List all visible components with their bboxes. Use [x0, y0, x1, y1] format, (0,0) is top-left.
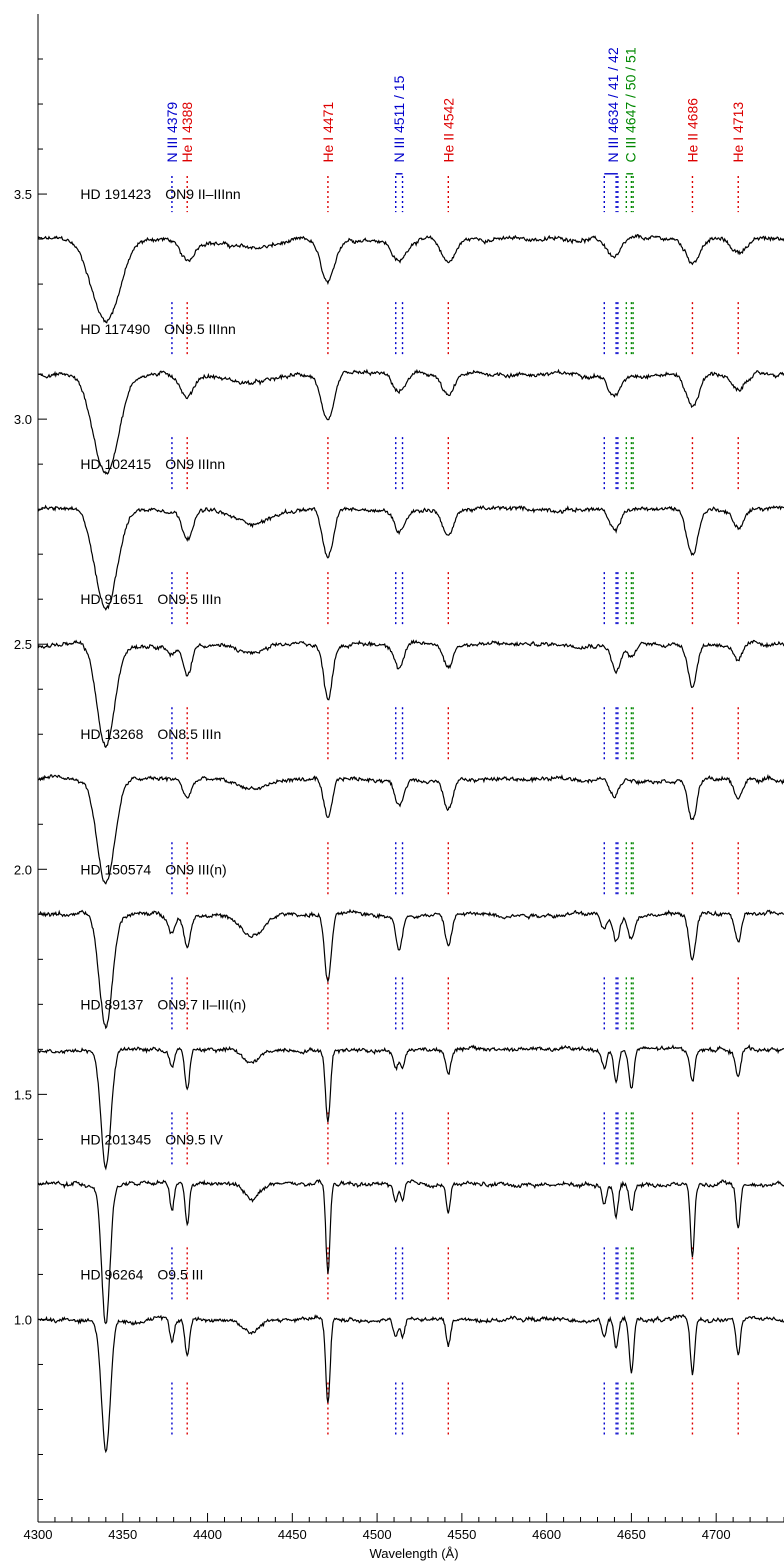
spectrum-line — [37, 368, 784, 475]
spectrum-line — [37, 1178, 784, 1325]
spectral-type: ON8.5 IIIn — [157, 726, 221, 742]
y-tick-label: 3.0 — [14, 412, 32, 427]
line-id-label-part: He II 4542 — [440, 98, 456, 163]
spectrum-line — [37, 639, 784, 749]
spectrum-star-label: HD 150574 ON9 III(n) — [80, 861, 226, 877]
x-tick-label: 4400 — [193, 1527, 222, 1542]
spectrum-line — [37, 1044, 784, 1171]
line-id-label-part: He I 4471 — [320, 102, 336, 163]
line-id-label-part: N III 4379 — [164, 102, 180, 163]
spectrum-star-label: HD 201345 ON9.5 IV — [80, 1131, 223, 1147]
star-name: HD 102415 — [80, 456, 151, 472]
spectral-type: ON9.5 IIIn — [157, 591, 221, 607]
x-tick-label: 4450 — [278, 1527, 307, 1542]
spectrum-star-label: HD 91651 ON9.5 IIIn — [80, 591, 221, 607]
star-name: HD 150574 — [80, 861, 151, 877]
spectrum-line — [38, 773, 784, 885]
line-id-label: He I 4388 — [179, 102, 195, 163]
spectral-type: ON9.5 IV — [165, 1131, 223, 1147]
spectrum-star-label: HD 191423 ON9 II–IIInn — [80, 186, 240, 202]
line-id-label-part: He II 4686 — [684, 98, 700, 163]
star-name: HD 89137 — [80, 996, 143, 1012]
y-tick-label: 1.5 — [14, 1087, 32, 1102]
x-tick-label: 4700 — [702, 1527, 731, 1542]
x-tick-label: 4550 — [447, 1527, 476, 1542]
label-layer: HD 191423 ON9 II–IIInn HD 117490 ON9.5 IIIn… — [80, 47, 746, 1282]
line-marker-layer — [171, 173, 739, 1437]
line-id-label: C III 4647 / 50 / 51 — [622, 47, 638, 162]
line-id-label-part: N III 4511 / 15 — [391, 75, 407, 162]
star-name: HD 191423 — [80, 186, 151, 202]
spectral-type: ON9.7 II–III(n) — [157, 996, 246, 1012]
line-id-label: He II 4686 — [684, 98, 700, 163]
line-id-label: He II 4542 — [440, 98, 456, 163]
y-tick-label: 1.0 — [14, 1312, 32, 1327]
spectra-layer — [37, 233, 784, 1454]
line-id-label: N III 4379 — [164, 102, 180, 163]
line-id-label-part: He I 4713 — [730, 102, 746, 163]
star-name: HD 96264 — [80, 1266, 143, 1282]
spectrum-star-label: HD 96264 O9.5 III — [80, 1266, 203, 1282]
star-name: HD 13268 — [80, 726, 143, 742]
y-tick-label: 3.5 — [14, 187, 32, 202]
spectrum-star-label: HD 102415 ON9 IIInn — [80, 456, 225, 472]
spectrum-star-label: HD 89137 ON9.7 II–III(n) — [80, 996, 246, 1012]
x-tick-label: 4650 — [617, 1527, 646, 1542]
x-tick-label: 4600 — [532, 1527, 561, 1542]
spectrum-star-label: HD 117490 ON9.5 IIInn — [80, 321, 235, 337]
line-id-label: N III 4511 / 15 — [391, 75, 407, 162]
line-id-label-part: C III 4647 / 50 / 51 — [622, 47, 638, 162]
spectral-type: ON9.5 IIInn — [164, 321, 236, 337]
x-tick-label: 4350 — [108, 1527, 137, 1542]
x-axis-title: Wavelength (Å) — [369, 1546, 458, 1561]
spectrum-line — [37, 233, 784, 324]
line-id-label: He I 4713 — [730, 102, 746, 163]
spectrum-star-label: HD 13268 ON8.5 IIIn — [80, 726, 221, 742]
star-name: HD 91651 — [80, 591, 143, 607]
spectral-type: ON9 III(n) — [165, 861, 226, 877]
line-id-label-part: He I 4388 — [179, 102, 195, 163]
line-id-label: He I 4471 — [320, 102, 336, 163]
y-tick-label: 2.5 — [14, 637, 32, 652]
spectral-type: ON9 IIInn — [165, 456, 225, 472]
y-tick-label: 2.0 — [14, 862, 32, 877]
spectrum-line — [38, 908, 784, 1030]
x-tick-label: 4300 — [24, 1527, 53, 1542]
star-name: HD 117490 — [80, 321, 150, 337]
line-id-label: N III 4634 / 41 / 42 — [605, 47, 621, 162]
spectrum-line — [37, 1314, 784, 1454]
x-tick-label: 4500 — [363, 1527, 392, 1542]
line-id-label-part: N III 4634 / 41 / 42 — [605, 47, 621, 162]
spectral-type: ON9 II–IIInn — [165, 186, 240, 202]
star-name: HD 201345 — [80, 1131, 151, 1147]
axes-layer: 4300 4350 4400 4450 4500 4550 4600 4650 4700 1.0 1… — [14, 14, 784, 1542]
spectrum-line — [37, 504, 784, 611]
spectral-type: O9.5 III — [157, 1266, 203, 1282]
